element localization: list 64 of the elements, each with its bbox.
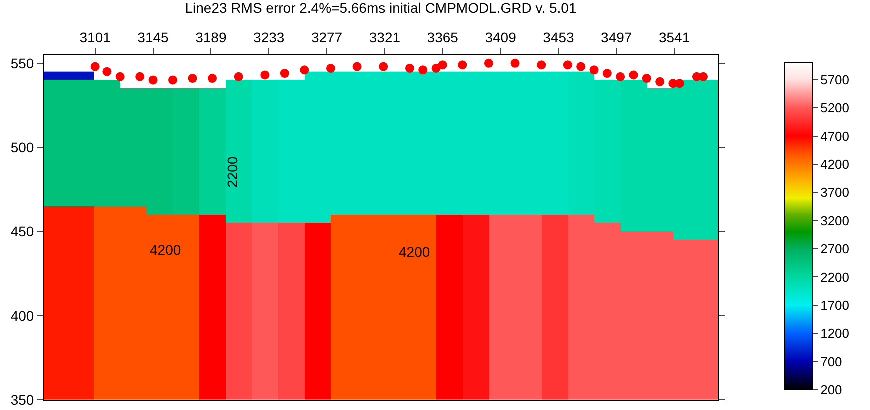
color-bar-label: 5700 [820, 72, 850, 88]
color-bar-label: 3700 [820, 185, 850, 200]
x-tick-label: 3497 [601, 29, 632, 46]
point [136, 72, 145, 82]
point [590, 66, 599, 75]
chart-title: Line23 RMS error 2.4%=5.66ms initial CMPMODL.GRD v. 5.01 [185, 0, 577, 16]
point [438, 60, 448, 70]
point [656, 77, 665, 86]
point [432, 64, 441, 73]
y-tick-label: 350 [10, 392, 34, 408]
y-tick-label: 400 [10, 308, 34, 324]
point [616, 72, 626, 82]
annotation: 4200 [399, 244, 430, 260]
x-tick-label: 3145 [138, 29, 170, 46]
point [537, 60, 546, 70]
point [484, 58, 494, 68]
x-tick-label: 3233 [254, 29, 285, 46]
color-bar-label: 1200 [820, 326, 850, 342]
color-bar-label: 200 [820, 382, 842, 398]
point [148, 76, 158, 85]
point [208, 74, 217, 84]
x-tick-label: 3189 [196, 29, 227, 46]
color-bar-label: 1700 [820, 298, 850, 313]
point [260, 70, 270, 80]
x-tick-label: 3365 [427, 29, 459, 46]
point [576, 62, 586, 72]
color-bar-label: 2700 [820, 242, 850, 257]
point [379, 62, 388, 72]
color-bar-label: 5200 [820, 100, 850, 116]
point [234, 72, 244, 82]
point [642, 74, 652, 84]
point [405, 64, 414, 73]
annotation: 2200 [224, 156, 240, 188]
annotation: 4200 [150, 242, 182, 258]
point [280, 69, 290, 78]
point [326, 64, 336, 73]
color-bar-label: 3200 [820, 213, 850, 228]
color-bar-label: 2200 [820, 270, 850, 285]
point [116, 72, 125, 82]
x-tick-label: 3409 [485, 29, 517, 46]
point [602, 69, 612, 78]
point [102, 67, 112, 76]
point [168, 76, 178, 85]
point [418, 66, 428, 75]
x-tick-label: 3453 [543, 29, 574, 46]
x-tick-label: 3277 [311, 29, 343, 46]
y-tick-label: 500 [10, 139, 34, 156]
y-tick-label: 550 [10, 55, 34, 72]
point [352, 62, 362, 72]
point [458, 60, 468, 70]
x-tick-label: 3541 [658, 29, 690, 46]
x-tick-label: 3101 [80, 29, 112, 46]
x-tick-label: 3321 [369, 29, 401, 46]
point [699, 72, 708, 82]
color-bar-label: 700 [820, 354, 842, 370]
point [563, 60, 572, 70]
color-bar-label: 4200 [820, 157, 850, 172]
point [188, 74, 198, 84]
y-tick-label: 450 [10, 224, 34, 240]
color-bar-label: 4700 [820, 128, 850, 144]
point [90, 62, 100, 72]
point [510, 58, 520, 68]
point [629, 70, 638, 80]
point [300, 66, 310, 75]
